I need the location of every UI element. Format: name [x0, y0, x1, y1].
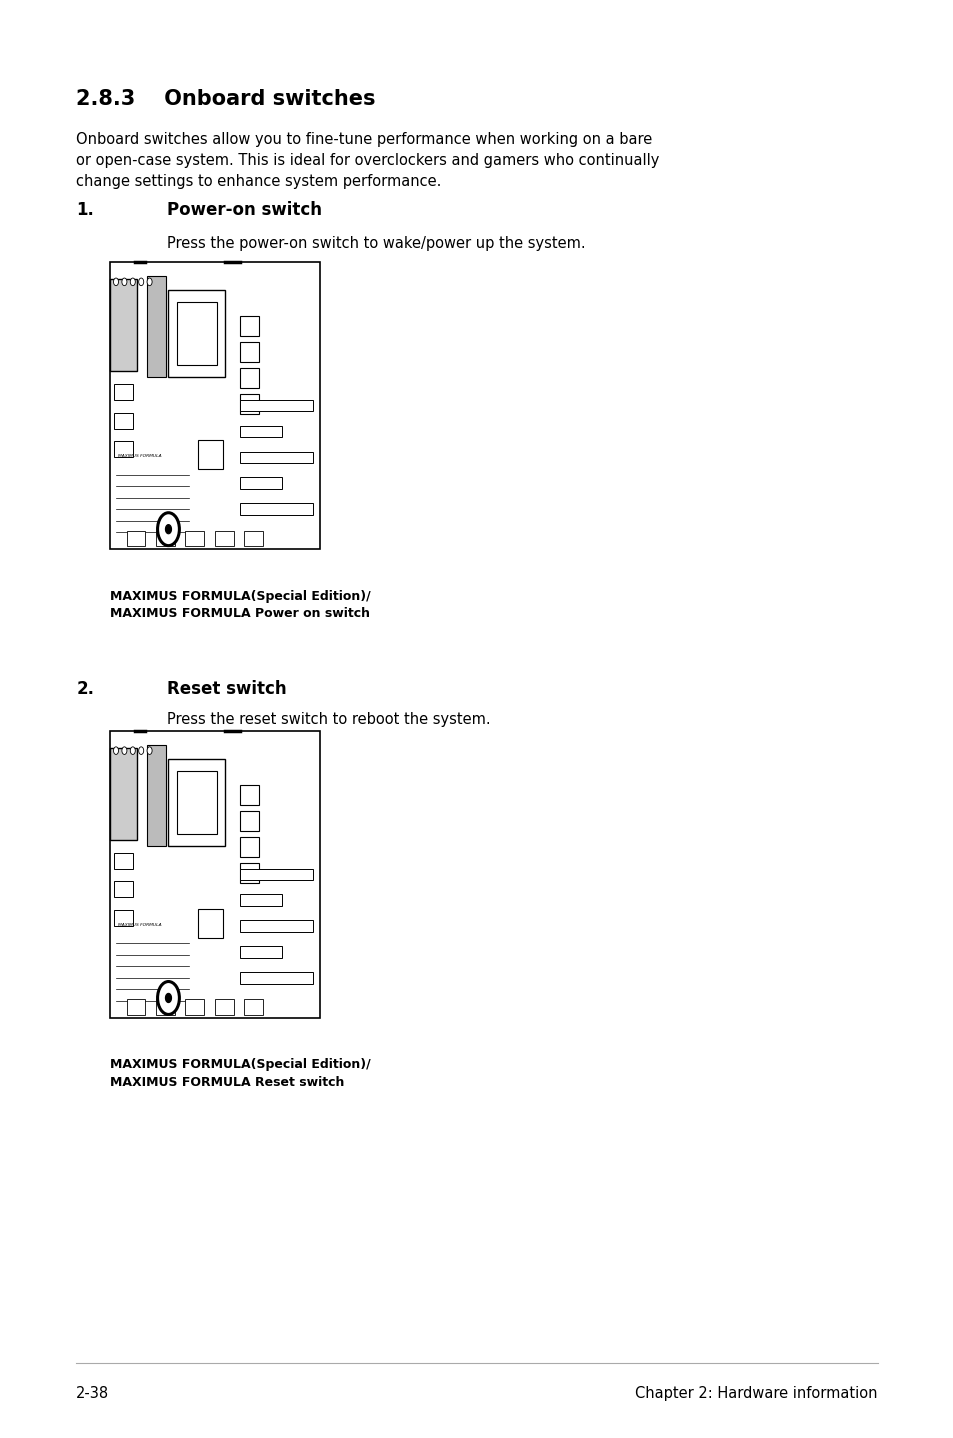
Bar: [197, 440, 223, 469]
Bar: [185, 999, 204, 1015]
Bar: [110, 262, 319, 549]
Text: 2.: 2.: [76, 680, 94, 699]
Circle shape: [122, 746, 127, 755]
Circle shape: [113, 746, 118, 755]
Circle shape: [122, 278, 127, 286]
Circle shape: [157, 982, 179, 1014]
Bar: [169, 290, 225, 377]
Text: Power-on switch: Power-on switch: [167, 201, 321, 220]
Bar: [110, 731, 319, 1018]
Bar: [169, 759, 225, 846]
Text: Press the power-on switch to wake/power up the system.: Press the power-on switch to wake/power …: [167, 236, 585, 250]
Bar: [148, 745, 166, 846]
Bar: [176, 771, 216, 834]
Circle shape: [138, 278, 144, 286]
Text: MAXIMUS FORMULA(Special Edition)/
MAXIMUS FORMULA Reset switch: MAXIMUS FORMULA(Special Edition)/ MAXIMU…: [110, 1058, 370, 1089]
Bar: [239, 426, 281, 437]
Circle shape: [147, 278, 152, 286]
Bar: [239, 503, 313, 515]
Circle shape: [113, 278, 118, 286]
Bar: [127, 531, 145, 546]
Bar: [239, 811, 258, 831]
Bar: [239, 946, 281, 958]
Bar: [113, 881, 132, 897]
Text: MAXIMUS FORMULA: MAXIMUS FORMULA: [118, 923, 162, 928]
Bar: [214, 999, 233, 1015]
Bar: [239, 920, 313, 932]
Bar: [239, 316, 258, 336]
Bar: [244, 999, 263, 1015]
Bar: [239, 894, 281, 906]
Bar: [239, 837, 258, 857]
Bar: [155, 999, 174, 1015]
Circle shape: [131, 278, 135, 286]
Text: Onboard switches allow you to fine-tune performance when working on a bare
or op: Onboard switches allow you to fine-tune …: [76, 132, 659, 190]
Bar: [110, 279, 137, 371]
Bar: [127, 999, 145, 1015]
Circle shape: [157, 513, 179, 545]
Bar: [239, 452, 313, 463]
Bar: [110, 748, 137, 840]
Circle shape: [147, 746, 152, 755]
Bar: [148, 276, 166, 377]
Text: Press the reset switch to reboot the system.: Press the reset switch to reboot the sys…: [167, 712, 490, 726]
Text: 2-38: 2-38: [76, 1386, 110, 1401]
Bar: [113, 384, 132, 400]
Text: MAXIMUS FORMULA(Special Edition)/
MAXIMUS FORMULA Power on switch: MAXIMUS FORMULA(Special Edition)/ MAXIMU…: [110, 590, 370, 620]
Bar: [239, 394, 258, 414]
Circle shape: [138, 746, 144, 755]
Text: Chapter 2: Hardware information: Chapter 2: Hardware information: [635, 1386, 877, 1401]
Bar: [113, 910, 132, 926]
Bar: [239, 863, 258, 883]
Bar: [113, 853, 132, 869]
Bar: [239, 342, 258, 362]
Bar: [239, 869, 313, 880]
Text: MAXIMUS FORMULA: MAXIMUS FORMULA: [118, 454, 162, 459]
Bar: [239, 972, 313, 984]
Bar: [185, 531, 204, 546]
Bar: [155, 531, 174, 546]
Bar: [176, 302, 216, 365]
Bar: [239, 785, 258, 805]
Circle shape: [165, 994, 172, 1002]
Text: Reset switch: Reset switch: [167, 680, 286, 699]
Bar: [113, 413, 132, 429]
Bar: [239, 368, 258, 388]
Circle shape: [165, 525, 172, 533]
Bar: [244, 531, 263, 546]
Bar: [214, 531, 233, 546]
Bar: [239, 477, 281, 489]
Bar: [113, 441, 132, 457]
Bar: [197, 909, 223, 938]
Text: 2.8.3    Onboard switches: 2.8.3 Onboard switches: [76, 89, 375, 109]
Bar: [239, 400, 313, 411]
Text: 1.: 1.: [76, 201, 94, 220]
Circle shape: [131, 746, 135, 755]
